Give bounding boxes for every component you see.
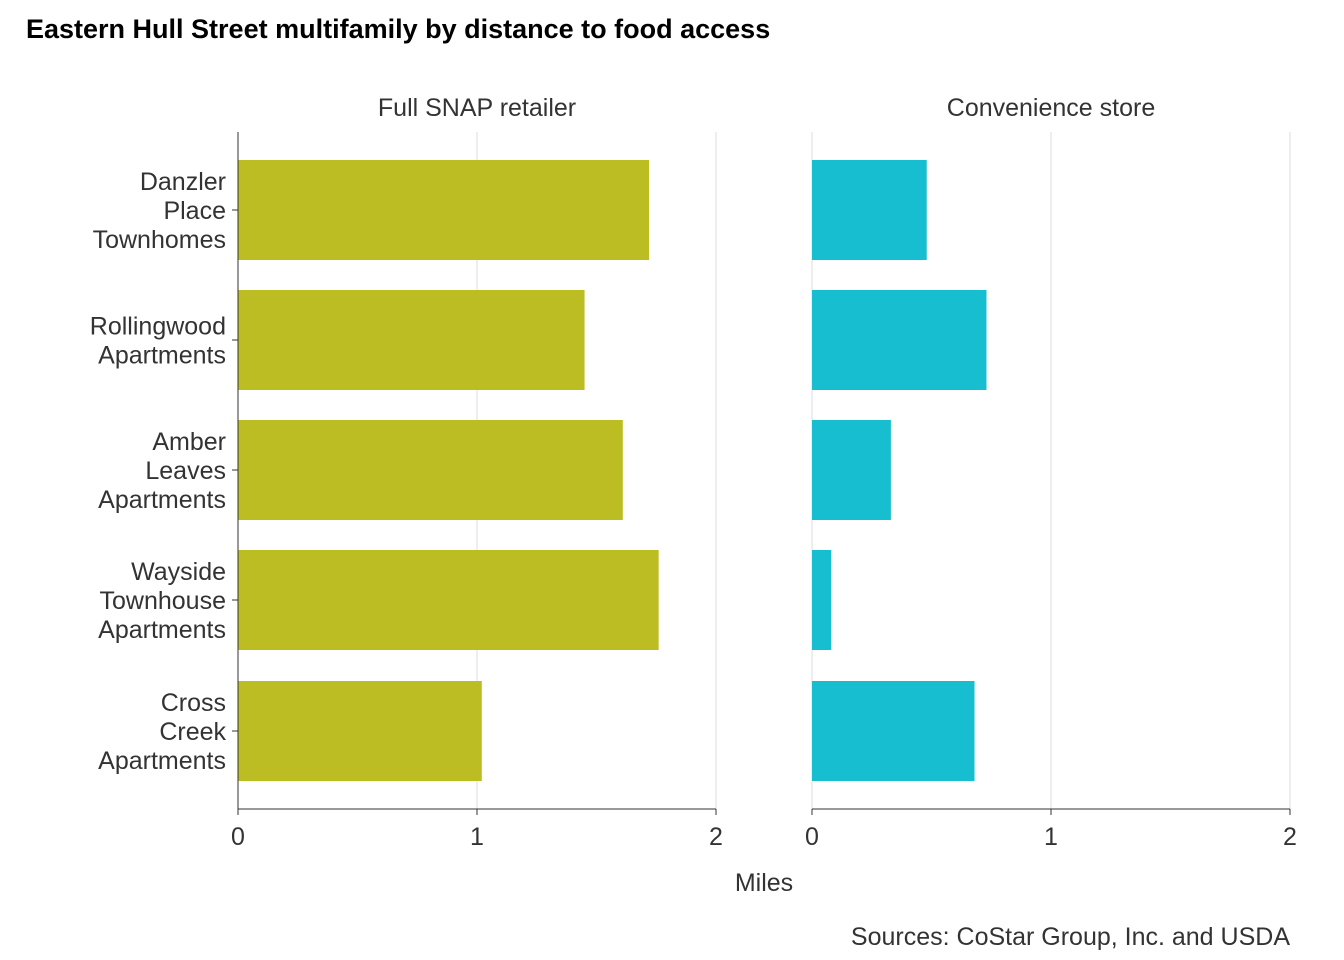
y-category-label: Wayside Townhouse Apartments: [98, 558, 226, 644]
y-category-label: Danzler Place Townhomes: [93, 168, 226, 254]
y-category-label: Amber Leaves Apartments: [98, 428, 226, 514]
x-axis-title: Miles: [735, 869, 793, 897]
facet-2-bar: [812, 160, 927, 260]
facet-2-x-tick-label: 1: [1044, 823, 1058, 851]
facet-1-x-tick-label: 2: [709, 823, 723, 851]
facet-2-x-tick-label: 0: [805, 823, 819, 851]
facet-1-bar: [238, 681, 482, 781]
chart-caption: Sources: CoStar Group, Inc. and USDA: [851, 923, 1290, 951]
facet-2-bar: [812, 550, 832, 650]
facet-2-bar: [812, 420, 891, 520]
y-category-label: Rollingwood Apartments: [90, 313, 226, 370]
facet-1-x-tick-label: 0: [231, 823, 245, 851]
facet-2-title: Convenience store: [947, 94, 1155, 122]
facet-2-x-tick-label: 2: [1283, 823, 1297, 851]
chart-panels: Full SNAP retailer 0 1 2 Convenience store 0 1…: [90, 94, 1297, 851]
facet-1-bar: [238, 290, 585, 390]
facet-1-title: Full SNAP retailer: [378, 94, 576, 122]
y-category-label: Cross Creek Apartments: [98, 689, 226, 775]
facet-2-bar: [812, 290, 987, 390]
facet-2-bar: [812, 681, 975, 781]
facet-1-x-tick-label: 1: [470, 823, 484, 851]
facet-1-bar: [238, 420, 623, 520]
facet-1-bar: [238, 550, 659, 650]
chart-title: Eastern Hull Street multifamily by dista…: [26, 14, 770, 44]
facet-1-bar: [238, 160, 650, 260]
